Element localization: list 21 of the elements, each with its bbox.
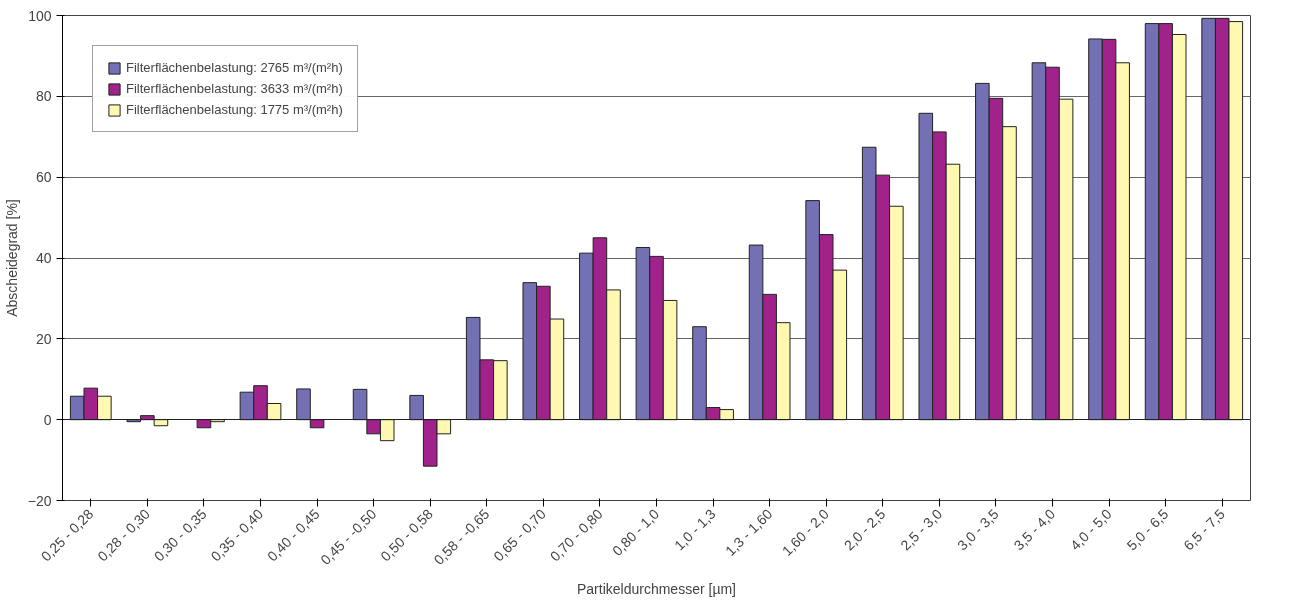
- y-axis-title: Abscheidegrad [%]: [3, 199, 20, 317]
- y-tick-label: 80: [35, 88, 52, 105]
- y-tick-label: 40: [35, 250, 52, 266]
- x-tick-label: 2,0 - 2,5: [840, 505, 889, 554]
- x-tick-label: 5,0 - 6,5: [1123, 505, 1172, 554]
- legend-label: Filterflächenbelastung: 1775 m³/(m²h): [126, 102, 343, 117]
- y-tick-label: 0: [43, 411, 52, 428]
- x-tick-label: 0,80 - 1,0: [609, 505, 663, 559]
- y-tick-label: −20: [27, 492, 52, 509]
- x-tick-label: 6,5 - 7,5: [1180, 505, 1229, 554]
- legend-label: Filterflächenbelastung: 2765 m³/(m²h): [126, 60, 343, 75]
- legend-label: Filterflächenbelastung: 3633 m³/(m²h): [126, 81, 343, 96]
- x-axis-title: Partikeldurchmesser [µm]: [577, 581, 736, 598]
- x-tick-label: 3,5 - 4,0: [1010, 505, 1059, 554]
- x-tick-label: 1,0 - 1,3: [671, 505, 719, 554]
- y-tick-label: 20: [35, 330, 52, 347]
- y-tick-label: 60: [35, 169, 52, 186]
- x-tick-label: 4,0 - 5,0: [1067, 505, 1115, 554]
- x-tick-label: 3,0 - 3,5: [953, 505, 1002, 554]
- x-tick-label: 2,5 - 3,0: [897, 505, 946, 554]
- y-tick-label: 100: [28, 7, 52, 24]
